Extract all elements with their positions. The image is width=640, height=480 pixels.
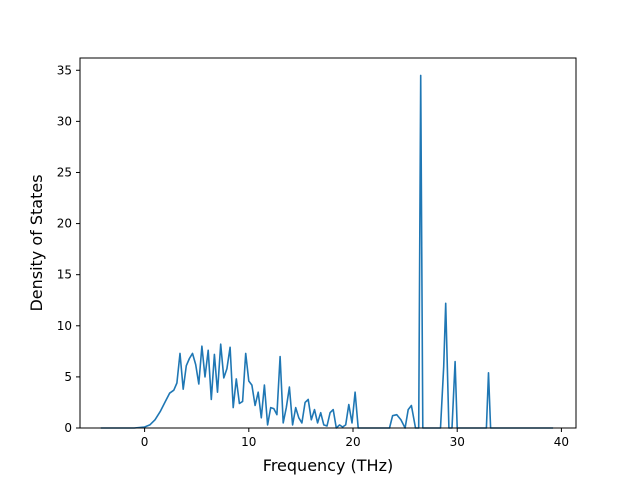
y-tick-label: 30 <box>57 114 72 128</box>
y-tick-label: 35 <box>57 63 72 77</box>
plot-frame <box>79 57 577 429</box>
y-axis-label: Density of States <box>27 174 46 311</box>
y-tick-label: 25 <box>57 165 72 179</box>
y-tick-label: 15 <box>57 268 72 282</box>
x-axis-label: Frequency (THz) <box>263 456 393 475</box>
y-tick-label: 5 <box>64 370 72 384</box>
x-tick-label: 20 <box>345 435 360 449</box>
y-tick-label: 10 <box>57 319 72 333</box>
x-tick-label: 0 <box>141 435 149 449</box>
y-axis-ticks: 0 5 10 15 20 25 30 35 <box>57 63 80 435</box>
y-tick-label: 0 <box>64 421 72 435</box>
x-tick-label: 40 <box>554 435 569 449</box>
plot-area <box>80 58 576 428</box>
x-tick-label: 10 <box>241 435 256 449</box>
x-tick-label: 30 <box>450 435 465 449</box>
y-tick-label: 20 <box>57 217 72 231</box>
x-axis-ticks: 0 10 20 30 40 <box>141 428 569 449</box>
